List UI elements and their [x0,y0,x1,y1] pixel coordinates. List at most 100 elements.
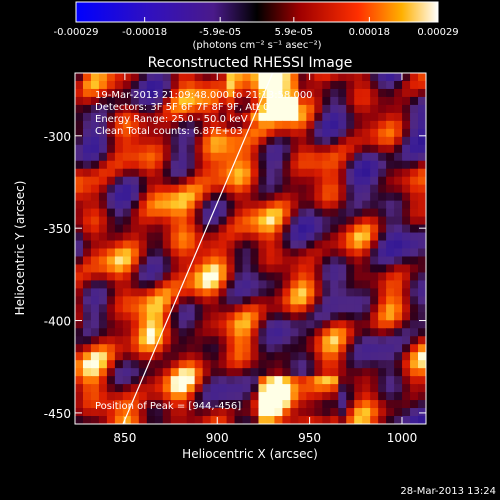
heatmap-cell [330,312,339,321]
heatmap-cell [370,192,379,202]
heatmap-cell [274,240,284,250]
heatmap-cell [266,240,276,250]
heatmap-cell [258,344,268,353]
heatmap-cell [194,216,204,226]
heatmap-cell [122,288,132,297]
heatmap-cell [418,88,426,98]
heatmap-cell [138,168,148,178]
heatmap-cell [194,304,204,313]
heatmap-cell [226,264,236,274]
heatmap-cell [162,352,172,361]
heatmap-cell [178,272,188,282]
heatmap-cell [410,312,419,321]
heatmap-cell [170,288,180,297]
chart-title: Reconstructed RHESSI Image [148,55,353,71]
plot-frame [74,72,427,425]
heatmap-cell [354,360,363,369]
heatmap-cell [162,392,172,401]
heatmap-cell [306,320,315,329]
heatmap-cell [338,368,347,377]
heatmap-cell [362,368,371,377]
heatmap-cell [234,240,244,250]
heatmap-cell [250,400,260,409]
heatmap-cell [242,152,252,162]
heatmap-cell [162,200,172,210]
heatmap-cell [394,352,403,361]
heatmap-cell [282,296,291,305]
heatmap-cell [394,344,403,353]
heatmap-cell [242,216,252,226]
heatmap-cell [402,248,411,258]
heatmap-cell [106,376,116,385]
heatmap-cell [386,88,395,98]
heatmap-cell [274,312,284,321]
heatmap-cell [146,344,156,353]
heatmap-cell [410,296,419,305]
heatmap-cell [90,128,100,138]
heatmap-cell [274,73,284,82]
heatmap-cell [122,128,132,138]
heatmap-cell [90,112,100,122]
heatmap-cell [322,232,331,242]
heatmap-cell [98,328,108,337]
heatmap-cell [370,200,379,210]
heatmap-cell [258,136,268,146]
heatmap-cell [202,136,212,146]
heatmap-cell [306,336,315,345]
colorbar-tick-label: -0.00029 [54,27,99,38]
heatmap-cell [402,400,411,409]
heatmap-cell [362,352,371,361]
heatmap-cell [226,152,236,162]
heatmap-cell [178,224,188,234]
heatmap-cell [75,368,84,377]
heatmap-cell [154,152,164,162]
heatmap-cell [386,200,395,210]
heatmap-cell [346,73,355,82]
heatmap-cell [322,296,331,305]
heatmap-cell [314,304,323,313]
heatmap-cell [378,320,387,329]
x-tick-label: 900 [206,431,229,445]
heatmap-cell [250,368,260,377]
heatmap-cell [226,128,236,138]
heatmap-cell [90,328,100,337]
heatmap-cell [234,152,244,162]
heatmap-cell [338,73,347,82]
heatmap-cell [362,416,371,424]
heatmap-cell [386,392,395,401]
heatmap-cell [242,384,252,393]
heatmap-cell [250,88,260,98]
heatmap-cell [266,392,276,401]
heatmap-cell [170,200,180,210]
heatmap-cell [82,400,92,409]
heatmap-cell [322,336,331,345]
heatmap-cell [130,416,140,424]
heatmap-cell [354,320,363,329]
heatmap-cell [146,232,156,242]
heatmap-cell [218,232,228,242]
heatmap-cell [106,120,116,130]
heatmap-cell [194,384,204,393]
heatmap-cell [226,96,236,106]
heatmap-cell [242,200,252,210]
heatmap-cell [138,288,148,297]
heatmap-cell [218,392,228,401]
heatmap-cell [402,392,411,401]
heatmap-cell [106,128,116,138]
heatmap-cell [138,73,148,82]
heatmap-cell [402,304,411,313]
heatmap-cell [378,184,387,194]
heatmap-cell [90,400,100,409]
heatmap-cell [290,232,299,242]
heatmap-cell [298,352,307,361]
heatmap-cell [114,328,124,337]
heatmap-cell [402,104,411,114]
heatmap-cell [282,112,291,122]
heatmap-cell [75,152,84,162]
heatmap-cell [106,160,116,170]
heatmap-cell [242,256,252,266]
heatmap-cell [170,192,180,202]
heatmap-cell [258,168,268,178]
heatmap-cell [75,232,84,242]
heatmap-cell [106,216,116,226]
